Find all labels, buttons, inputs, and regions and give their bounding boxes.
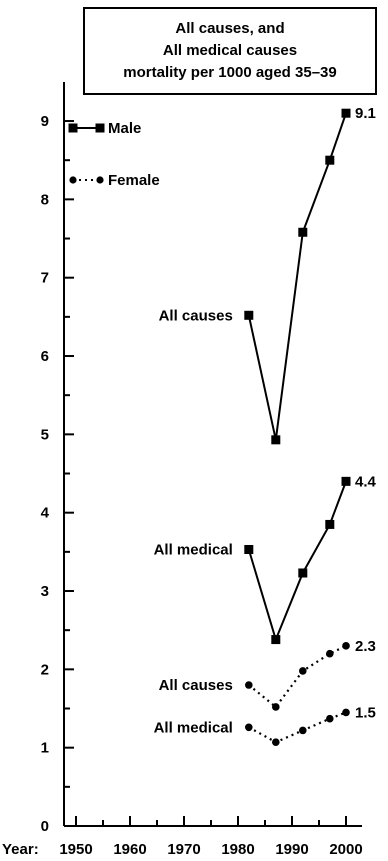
end-value-label: 9.1 bbox=[355, 105, 376, 122]
y-tick-label: 8 bbox=[41, 191, 49, 208]
legend-label-female: Female bbox=[108, 172, 160, 189]
data-point bbox=[325, 155, 335, 165]
series-name-label: All medical bbox=[154, 541, 233, 558]
series-name-label: All causes bbox=[159, 307, 233, 324]
data-point bbox=[342, 642, 350, 650]
data-point bbox=[271, 435, 281, 445]
data-point bbox=[326, 649, 334, 658]
title-line-2: All medical causes bbox=[163, 42, 297, 59]
data-point bbox=[245, 681, 253, 689]
x-axis-prefix: Year: bbox=[2, 841, 39, 858]
data-point bbox=[271, 635, 281, 645]
axes: 0 1 2 3 4 5 6 7 8 9 Year: 1950 1960 1970 1980 1990 2000 bbox=[2, 82, 363, 858]
data-point bbox=[342, 708, 350, 717]
data-point bbox=[245, 723, 253, 732]
x-tick-label: 2000 bbox=[329, 841, 362, 858]
x-tick-label: 1970 bbox=[167, 841, 200, 858]
title-box-frame bbox=[83, 7, 377, 95]
data-point bbox=[326, 714, 334, 723]
series-line bbox=[247, 480, 347, 643]
series-male-all-medical: All medical 4.4 bbox=[154, 473, 377, 645]
x-tick-label: 1960 bbox=[113, 841, 146, 858]
legend-marker bbox=[68, 123, 78, 133]
data-point bbox=[244, 544, 254, 554]
legend-marker bbox=[96, 176, 104, 184]
plot-area: All causes 9.1 All medical 4.4 All causes 2.3… bbox=[154, 105, 377, 746]
data-point bbox=[298, 568, 308, 578]
end-value-label: 1.5 bbox=[355, 704, 376, 721]
legend-marker bbox=[69, 176, 77, 184]
end-value-label: 4.4 bbox=[355, 473, 377, 490]
data-point bbox=[272, 738, 280, 746]
series-male-all-causes: All causes 9.1 bbox=[159, 105, 376, 445]
series-name-label: All causes bbox=[159, 677, 233, 694]
data-point bbox=[341, 108, 351, 118]
data-point bbox=[341, 476, 351, 486]
x-tick-label: 1950 bbox=[59, 841, 92, 858]
y-tick-label: 0 bbox=[41, 818, 49, 835]
data-point bbox=[325, 519, 335, 529]
title-line-3: mortality per 1000 aged 35–39 bbox=[123, 64, 336, 81]
y-tick-label: 6 bbox=[41, 348, 49, 365]
y-tick-label: 9 bbox=[41, 113, 49, 130]
series-female-all-medical: All medical 1.5 bbox=[154, 704, 376, 746]
title-line-1: All causes, and bbox=[175, 20, 284, 37]
data-point bbox=[244, 310, 254, 320]
data-point bbox=[299, 726, 307, 735]
data-point bbox=[299, 667, 307, 675]
legend-marker bbox=[95, 123, 105, 133]
y-tick-label: 1 bbox=[41, 740, 49, 757]
y-tick-label: 5 bbox=[41, 426, 49, 443]
legend-label-male: Male bbox=[108, 120, 141, 137]
series-female-all-causes: All causes 2.3 bbox=[159, 638, 376, 711]
series-name-label: All medical bbox=[154, 719, 233, 736]
y-tick-label: 2 bbox=[41, 661, 49, 678]
y-tick-label: 3 bbox=[41, 583, 49, 600]
x-tick-label: 1990 bbox=[275, 841, 308, 858]
data-point bbox=[298, 227, 308, 237]
x-tick-label: 1980 bbox=[221, 841, 254, 858]
y-tick-label: 4 bbox=[41, 505, 50, 522]
data-point bbox=[272, 703, 280, 711]
chart-title-box: All causes, and All medical causes morta… bbox=[83, 7, 377, 95]
y-tick-label: 7 bbox=[41, 270, 49, 287]
end-value-label: 2.3 bbox=[355, 638, 376, 655]
legend: Male Female bbox=[68, 120, 160, 189]
